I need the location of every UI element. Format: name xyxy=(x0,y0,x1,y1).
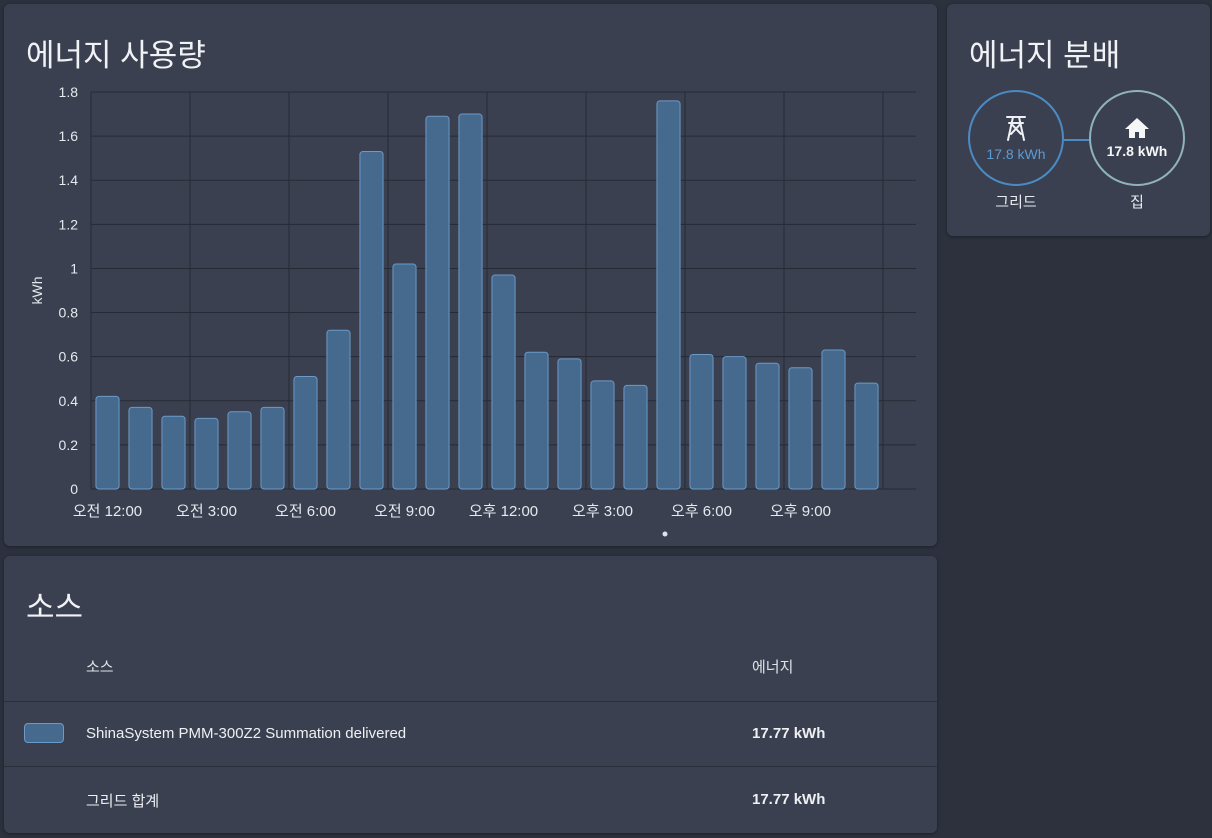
chart-pager-dot xyxy=(662,531,668,537)
sources-card: 소스 소스 에너지 ShinaSystem PMM-300Z2 Summatio… xyxy=(4,556,937,833)
bar-15 xyxy=(590,380,615,490)
bar-00 xyxy=(95,395,120,490)
x-tick-label: 오후 6:00 xyxy=(671,503,732,520)
bar-20 xyxy=(755,362,780,490)
home-value: 17.8 kWh xyxy=(1106,143,1168,159)
y-axis-label: kWh xyxy=(29,277,45,305)
row-divider xyxy=(4,766,937,767)
y-tick-label: 0.6 xyxy=(59,349,79,365)
x-tick-label: 오후 9:00 xyxy=(770,503,831,520)
x-tick-label: 오전 6:00 xyxy=(275,503,336,520)
y-tick-label: 1.6 xyxy=(59,128,79,144)
energy-usage-chart: 0 0.2 0.4 0.6 0.8 1 1.2 1.4 1.6 1.8 오전 12:00 오전 3:0… xyxy=(29,84,916,537)
bar-09 xyxy=(392,263,417,490)
source-color-swatch xyxy=(24,723,64,743)
y-tick-label: 1.2 xyxy=(59,216,79,232)
bar-05 xyxy=(260,406,285,490)
bar-18 xyxy=(689,353,714,490)
header-divider xyxy=(4,701,937,702)
bar-21 xyxy=(788,367,813,490)
y-tick-label: 0 xyxy=(70,481,78,497)
grid-to-home-flow-line xyxy=(1064,139,1089,141)
grid-label: 그리드 xyxy=(995,194,1037,211)
bar-08 xyxy=(359,151,384,490)
y-tick-label: 1 xyxy=(70,260,78,276)
x-tick-label: 오전 9:00 xyxy=(374,503,435,520)
transmission-tower-icon xyxy=(1006,116,1026,141)
source-energy: 17.77 kWh xyxy=(752,725,826,742)
y-tick-label: 0.2 xyxy=(59,437,79,453)
y-tick-label: 0.4 xyxy=(59,393,79,409)
energy-column-header: 에너지 xyxy=(752,659,794,676)
grid-node[interactable]: 17.8 kWh xyxy=(968,90,1064,186)
bar-22 xyxy=(821,349,846,490)
bar-03 xyxy=(194,417,219,490)
energy-distribution-card: 에너지 분배 17.8 kWh 그리드 17.8 kWh 집 xyxy=(947,4,1210,236)
y-tick-label: 1.4 xyxy=(59,172,79,188)
bar-06 xyxy=(293,376,318,490)
energy-distribution-title: 에너지 분배 xyxy=(969,38,1121,73)
bar-12 xyxy=(491,274,516,490)
sources-title: 소스 xyxy=(26,590,84,625)
grid-value: 17.8 kWh xyxy=(986,146,1046,162)
bar-14 xyxy=(557,358,582,490)
home-label: 집 xyxy=(1130,194,1144,211)
bar-07 xyxy=(326,329,351,490)
x-tick-label: 오후 3:00 xyxy=(572,503,633,520)
energy-usage-title: 에너지 사용량 xyxy=(26,38,206,73)
bar-04 xyxy=(227,411,252,490)
bar-13 xyxy=(524,351,549,490)
x-tick-label: 오전 3:00 xyxy=(176,503,237,520)
bar-01 xyxy=(128,406,153,490)
home-icon xyxy=(1125,118,1149,138)
bar-02 xyxy=(161,415,186,490)
energy-usage-card: 에너지 사용량 0 0.2 0.4 0.6 0.8 1 1.2 1.4 1.6 1.8 오전 12:… xyxy=(4,4,937,546)
x-tick-label: 오후 12:00 xyxy=(469,503,538,520)
bar-23 xyxy=(854,382,879,490)
source-column-header: 소스 xyxy=(86,659,114,676)
y-tick-label: 1.8 xyxy=(59,84,79,100)
y-tick-label: 0.8 xyxy=(59,305,79,321)
bar-16 xyxy=(623,384,648,490)
bar-19 xyxy=(722,356,747,490)
x-tick-label: 오전 12:00 xyxy=(73,503,142,520)
bar-11 xyxy=(458,113,483,490)
total-energy: 17.77 kWh xyxy=(752,791,826,808)
home-node[interactable]: 17.8 kWh xyxy=(1089,90,1185,186)
bar-10 xyxy=(425,115,450,490)
total-label: 그리드 합계 xyxy=(86,793,160,810)
bar-17 xyxy=(656,100,681,490)
source-name: ShinaSystem PMM-300Z2 Summation delivere… xyxy=(86,725,407,742)
